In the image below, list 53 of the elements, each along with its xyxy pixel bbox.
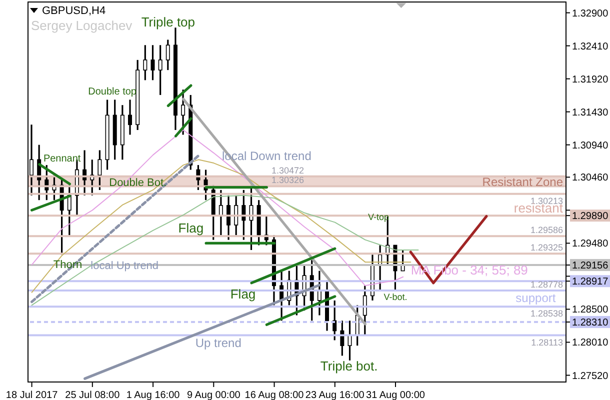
x-tick-label: 25 Jul 08:00 — [65, 390, 120, 400]
x-tick-label: 9 Aug 00:00 — [186, 390, 241, 400]
y-tick-label: 1.29480 — [572, 238, 609, 250]
annotation: Triple top — [141, 14, 196, 30]
annotation: Pennant — [43, 154, 81, 164]
y-tick-label: 1.30460 — [572, 172, 609, 184]
y-tick-label: 1.32410 — [572, 41, 609, 52]
ref-line-label: 1.29586 — [530, 225, 563, 236]
annotation: Flag — [178, 220, 204, 236]
y-tick-label: 1.31920 — [572, 74, 609, 86]
ref-line-label: 1.30326 — [271, 175, 304, 186]
ref-line-label: 1.30213 — [530, 196, 563, 206]
y-tick-label: 1.31430 — [572, 107, 609, 118]
x-tick-label: 31 Aug 00:00 — [366, 390, 426, 400]
y-tick-label: 1.28010 — [572, 338, 609, 349]
ref-line-label: 1.28778 — [530, 280, 563, 290]
ref-line-label: 1.30472 — [271, 165, 304, 176]
y-tick-label: 1.28917 — [572, 276, 609, 288]
chart-title: GBPUSD,H4 — [42, 5, 106, 17]
annotation: Up trend — [195, 336, 242, 350]
candlestick — [98, 149, 102, 191]
candlestick — [234, 194, 238, 236]
x-tick-label: 1 Aug 16:00 — [126, 390, 180, 400]
annotation: support — [516, 291, 556, 306]
ref-line-label: 1.28113 — [531, 337, 563, 348]
candlestick — [226, 194, 231, 241]
ref-line-label: 1.28538 — [530, 308, 563, 319]
y-tick-label: 1.30940 — [572, 140, 609, 152]
y-tick-label: 1.27520 — [572, 370, 609, 382]
x-tick-label: 16 Aug 08:00 — [244, 390, 304, 400]
band-label: Resistant Zone — [482, 174, 564, 189]
annotation: Triple bot. — [320, 358, 378, 374]
candlestick — [150, 44, 155, 81]
ref-line-label: 1.29325 — [530, 242, 563, 253]
candlestick — [30, 124, 34, 196]
candlestick — [158, 44, 162, 96]
y-tick-label: 1.29890 — [572, 211, 609, 222]
candlestick — [166, 38, 170, 71]
annotation: Thorn — [53, 258, 82, 271]
x-tick-label: 18 Jul 2017 — [6, 390, 58, 400]
y-tick-label: 1.29156 — [572, 260, 609, 272]
y-tick-label: 1.28310 — [572, 318, 609, 329]
annotation: V-bot. — [384, 292, 408, 302]
annotation: V-top — [368, 212, 389, 222]
candlestick — [143, 44, 148, 81]
annotation: Flag — [230, 286, 256, 302]
y-tick-label: 1.28500 — [572, 304, 609, 316]
candlestick — [181, 88, 186, 136]
annotation: local Up trend — [90, 260, 159, 272]
candlestick — [128, 98, 132, 136]
x-tick-label: 23 Aug 16:00 — [305, 390, 365, 400]
y-tick-label: 1.32900 — [572, 8, 609, 20]
line-series — [31, 130, 404, 286]
